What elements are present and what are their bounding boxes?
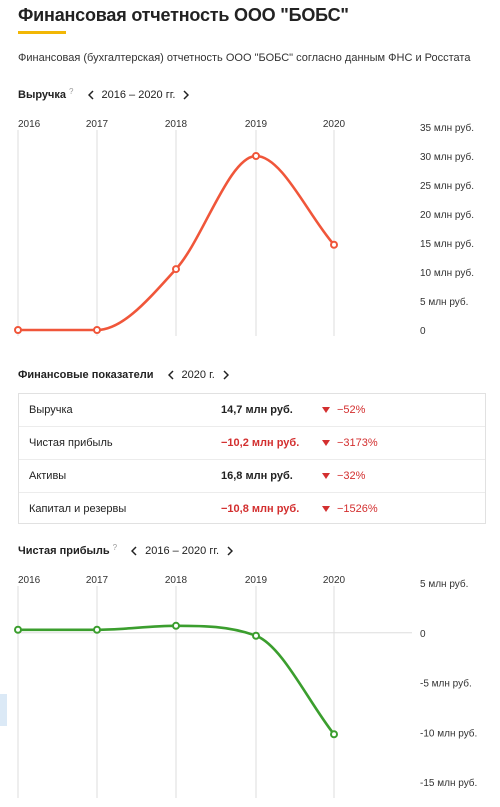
chevron-left-icon[interactable] <box>167 370 174 380</box>
revenue-period-label: 2016 – 2020 гг. <box>101 89 176 101</box>
x-tick-label: 2019 <box>245 119 268 130</box>
page-title: Финансовая отчетность ООО "БОБС" <box>18 5 349 25</box>
indicators-table: Выручка 14,7 млн руб. −52% Чистая прибыл… <box>18 393 486 524</box>
triangle-down-icon <box>322 473 330 479</box>
indicator-name: Активы <box>29 470 67 482</box>
net-profit-help-icon[interactable]: ? <box>112 542 118 552</box>
indicator-change-value: −3173% <box>337 437 378 449</box>
data-point-2019 <box>252 152 260 160</box>
y-tick-label: 5 млн руб. <box>420 578 468 590</box>
table-row: Чистая прибыль −10,2 млн руб. −3173% <box>19 426 485 459</box>
revenue-chart: 2016 2017 2018 2019 2020 0 5 млн руб. 10 млн ру… <box>0 110 500 350</box>
triangle-down-icon <box>322 407 330 413</box>
y-tick-label: 5 млн руб. <box>420 296 468 308</box>
indicator-change: −32% <box>322 470 365 482</box>
data-point-2018 <box>172 265 180 274</box>
y-tick-label: 15 млн руб. <box>420 238 474 250</box>
indicators-period-label: 2020 г. <box>181 369 215 381</box>
title-underline <box>18 31 66 34</box>
indicator-change-value: −1526% <box>337 503 378 515</box>
x-tick-label: 2020 <box>323 119 346 130</box>
net-profit-label: Чистая прибыль <box>18 545 110 557</box>
x-tick-label: 2017 <box>86 575 109 586</box>
indicator-name: Капитал и резервы <box>29 503 127 515</box>
data-point-2017 <box>93 326 101 334</box>
chevron-right-icon[interactable] <box>183 90 190 100</box>
indicators-header: Финансовые показатели 2020 г. <box>18 367 229 383</box>
y-tick-label: 30 млн руб. <box>420 151 474 163</box>
y-tick-label: -15 млн руб. <box>420 777 477 789</box>
revenue-period-selector: 2016 – 2020 гг. <box>87 89 190 101</box>
series-line <box>18 624 336 736</box>
indicators-period-selector: 2020 г. <box>167 369 229 381</box>
y-tick-label: 25 млн руб. <box>420 180 474 192</box>
net-profit-period-selector: 2016 – 2020 гг. <box>131 545 234 557</box>
y-tick-label: 35 млн руб. <box>420 122 474 134</box>
indicators-label: Финансовые показатели <box>18 369 154 381</box>
indicator-name: Чистая прибыль <box>29 437 113 449</box>
x-tick-label: 2016 <box>18 119 41 130</box>
y-tick-label: 0 <box>420 326 426 337</box>
y-tick-label: 10 млн руб. <box>420 267 474 279</box>
net-profit-period-label: 2016 – 2020 гг. <box>145 545 220 557</box>
data-point-2017 <box>93 625 101 634</box>
data-point-2020 <box>330 240 338 249</box>
revenue-header: Выручка ? 2016 – 2020 гг. <box>18 86 190 103</box>
x-tick-label: 2016 <box>18 575 41 586</box>
revenue-help-icon[interactable]: ? <box>69 86 74 96</box>
revenue-chart-svg: 2016 2017 2018 2019 2020 0 5 млн руб. 10 млн ру… <box>14 119 474 337</box>
indicator-change: −52% <box>322 404 365 416</box>
data-point-2018 <box>172 621 180 630</box>
triangle-down-icon <box>322 440 330 446</box>
indicator-change-value: −32% <box>337 470 366 482</box>
page-subtitle: Финансовая (бухгалтерская) отчетность ОО… <box>18 52 471 64</box>
x-tick-label: 2019 <box>245 575 268 586</box>
y-tick-label: -5 млн руб. <box>420 678 472 690</box>
net-profit-chart: 2016 2017 2018 2019 2020 -15 млн руб. -10 млн … <box>0 566 500 801</box>
indicator-name: Выручка <box>29 404 73 416</box>
data-point-2019 <box>252 631 260 640</box>
indicator-value: 16,8 млн руб. <box>221 470 293 482</box>
series-line <box>18 154 335 332</box>
chevron-left-icon[interactable] <box>87 90 94 100</box>
table-row: Активы 16,8 млн руб. −32% <box>19 459 485 492</box>
data-point-2016 <box>14 625 22 634</box>
indicator-change-value: −52% <box>337 404 366 416</box>
indicator-value: 14,7 млн руб. <box>221 404 293 416</box>
indicator-change: −1526% <box>322 503 378 515</box>
indicator-value: −10,8 млн руб. <box>221 503 300 515</box>
data-point-2020 <box>330 730 338 739</box>
y-tick-label: -10 млн руб. <box>420 727 477 739</box>
indicator-change: −3173% <box>322 437 378 449</box>
indicator-value: −10,2 млн руб. <box>221 437 300 449</box>
x-tick-label: 2017 <box>86 119 109 130</box>
chevron-left-icon[interactable] <box>131 546 137 556</box>
data-point-2016 <box>14 326 22 334</box>
y-tick-label: 20 млн руб. <box>420 209 474 221</box>
chevron-right-icon[interactable] <box>227 546 234 556</box>
net-profit-chart-svg: 2016 2017 2018 2019 2020 -15 млн руб. -10 млн … <box>14 575 477 798</box>
x-tick-label: 2018 <box>165 119 188 130</box>
side-marker <box>0 694 7 726</box>
triangle-down-icon <box>322 506 330 512</box>
revenue-label: Выручка <box>18 89 67 101</box>
table-row: Капитал и резервы −10,8 млн руб. −1526% <box>19 492 485 525</box>
net-profit-header: Чистая прибыль ? 2016 – 2020 гг. <box>18 542 234 559</box>
x-tick-label: 2018 <box>165 575 188 586</box>
y-tick-label: 0 <box>420 629 426 640</box>
table-row: Выручка 14,7 млн руб. −52% <box>19 394 485 426</box>
x-tick-label: 2020 <box>323 575 346 586</box>
chevron-right-icon[interactable] <box>223 370 229 380</box>
